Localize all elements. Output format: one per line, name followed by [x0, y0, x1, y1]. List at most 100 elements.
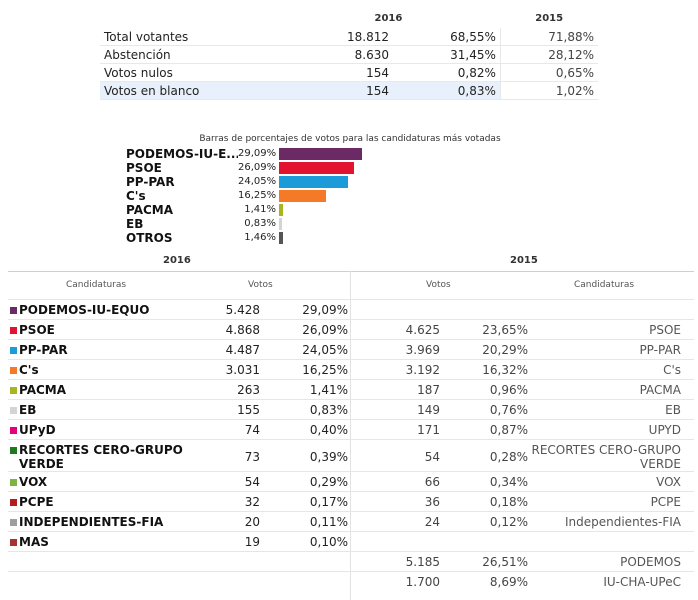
party-color-swatch [10, 447, 17, 454]
party-name-2015: EB [665, 403, 681, 417]
bar-pct: 26,09% [238, 162, 277, 173]
bar-pct: 24,05% [238, 176, 277, 187]
bar-pct: 16,25% [238, 190, 277, 201]
votes-2015: 149 [417, 403, 440, 417]
table-row: EB 155 0,83% 149 0,76% EB [8, 399, 694, 420]
pct-2016: 26,09% [302, 323, 348, 337]
bar-label: PODEMOS-IU-E... [126, 147, 238, 161]
pct-2015: 26,51% [482, 555, 528, 569]
summary-votes-2016: 18.812 [276, 28, 394, 46]
votes-2015: 187 [417, 383, 440, 397]
summary-pct-2016: 31,45% [393, 45, 501, 64]
bar-pct: 29,09% [238, 148, 277, 159]
party-name-2015: UPYD [648, 423, 681, 437]
pct-2015: 8,69% [489, 575, 528, 589]
votes-2015: 5.185 [405, 555, 440, 569]
table-row: 1.700 8,69% IU-CHA-UPeC [8, 571, 694, 592]
table-row: RECORTES CERO-GRUPO VERDE 73 0,39% 54 0,28% R… [8, 439, 694, 472]
party-name-2016: PP-PAR [19, 343, 68, 357]
party-name-2015: C's [663, 363, 681, 377]
summary-pct-2015: 28,12% [499, 45, 598, 64]
summary-pct-2015: 0,65% [499, 63, 598, 82]
table-row: PSOE 4.868 26,09% 4.625 23,65% PSOE [8, 319, 694, 340]
pct-2016: 29,09% [302, 303, 348, 317]
col-candidaturas-2016: Candidaturas [66, 280, 127, 290]
col-votos-2015: Votos [426, 280, 451, 290]
party-name-2015: Independientes-FIA [564, 515, 681, 529]
bar-pct: 1,46% [244, 232, 276, 243]
summary-row: Votos en blanco 154 0,83% 1,02% [100, 81, 598, 100]
party-color-swatch [10, 307, 17, 314]
summary-year-2015: 2015 [535, 12, 564, 24]
pct-2015: 0,12% [489, 515, 528, 529]
bar-fill [279, 176, 348, 188]
bar-label: OTROS [126, 231, 173, 245]
party-name-2015: PP-PAR [639, 343, 681, 357]
bar-label: PP-PAR [126, 175, 175, 189]
table-row: PCPE 32 0,17% 36 0,18% PCPE [8, 491, 694, 512]
bar-label: PACMA [126, 203, 174, 217]
table-row: MAS 19 0,10% [8, 531, 694, 552]
pct-2015: 16,32% [482, 363, 528, 377]
party-color-swatch [10, 479, 17, 486]
pct-2015: 23,65% [482, 323, 528, 337]
votes-2016: 54 [244, 475, 260, 489]
pct-2015: 0,28% [489, 450, 528, 464]
summary-row: Abstención 8.630 31,45% 28,12% [100, 45, 598, 64]
votes-2016: 4.868 [225, 323, 260, 337]
party-color-swatch [10, 367, 17, 374]
col-candidaturas-2015: Candidaturas [574, 280, 635, 290]
party-name-2016: PACMA [19, 383, 67, 397]
pct-2015: 0,87% [489, 423, 528, 437]
party-color-swatch [10, 347, 17, 354]
pct-2016: 24,05% [302, 343, 348, 357]
year-divider [350, 271, 351, 600]
table-row: PACMA 263 1,41% 187 0,96% PACMA [8, 379, 694, 400]
party-color-swatch [10, 519, 17, 526]
pct-2015: 0,18% [489, 495, 528, 509]
bar-fill [279, 204, 284, 216]
votes-2016: 19 [244, 535, 260, 549]
party-name-2016: PCPE [19, 495, 54, 509]
party-color-swatch [10, 407, 17, 414]
bar-label: PSOE [126, 161, 162, 175]
summary-header-empty [100, 8, 276, 28]
pct-2016: 0,83% [309, 403, 348, 417]
votes-2015: 36 [424, 495, 440, 509]
pct-2015: 0,96% [489, 383, 528, 397]
summary-votes-2016: 154 [276, 63, 394, 82]
votes-2015: 171 [417, 423, 440, 437]
votes-2016: 5.428 [225, 303, 260, 317]
bar-fill [279, 218, 282, 230]
party-color-swatch [10, 427, 17, 434]
party-name-2016: VOX [19, 475, 48, 489]
table-row: INDEPENDIENTES-FIA 20 0,11% 24 0,12% Independ… [8, 511, 694, 532]
bar-label: EB [126, 217, 144, 231]
votes-2016: 263 [237, 383, 260, 397]
pct-2016: 16,25% [302, 363, 348, 377]
table-row: PP-PAR 4.487 24,05% 3.969 20,29% PP-PAR [8, 339, 694, 360]
col-votos-2016: Votos [248, 280, 273, 290]
votes-2016: 32 [244, 495, 260, 509]
party-name-2015: IU-CHA-UPeC [603, 575, 681, 589]
table-row: C's 3.031 16,25% 3.192 16,32% C's [8, 359, 694, 380]
votes-2015: 54 [424, 450, 440, 464]
table-row: 5.185 26,51% PODEMOS [8, 551, 694, 572]
party-name-2015: VOX [656, 475, 681, 489]
results-year-2016: 2016 [163, 255, 191, 266]
party-name-2016: RECORTES CERO-GRUPO VERDE [19, 443, 183, 471]
bar-fill [279, 162, 354, 174]
party-name-2016: UPyD [19, 423, 56, 437]
pct-2015: 0,76% [489, 403, 528, 417]
party-name-2016: PODEMOS-IU-EQUO [19, 303, 150, 317]
votes-2015: 1.700 [405, 575, 440, 589]
pct-2016: 0,29% [309, 475, 348, 489]
pct-2015: 20,29% [482, 343, 528, 357]
votes-2016: 73 [244, 450, 260, 464]
bar-label: C's [126, 189, 146, 203]
turnout-summary-table: 2016 2015 Total votantes 18.812 68,55% 71,8… [100, 8, 598, 100]
votes-2015: 3.969 [405, 343, 440, 357]
pct-2015: 0,34% [489, 475, 528, 489]
party-name-2015: PSOE [649, 323, 681, 337]
summary-year-2016: 2016 [374, 12, 403, 24]
